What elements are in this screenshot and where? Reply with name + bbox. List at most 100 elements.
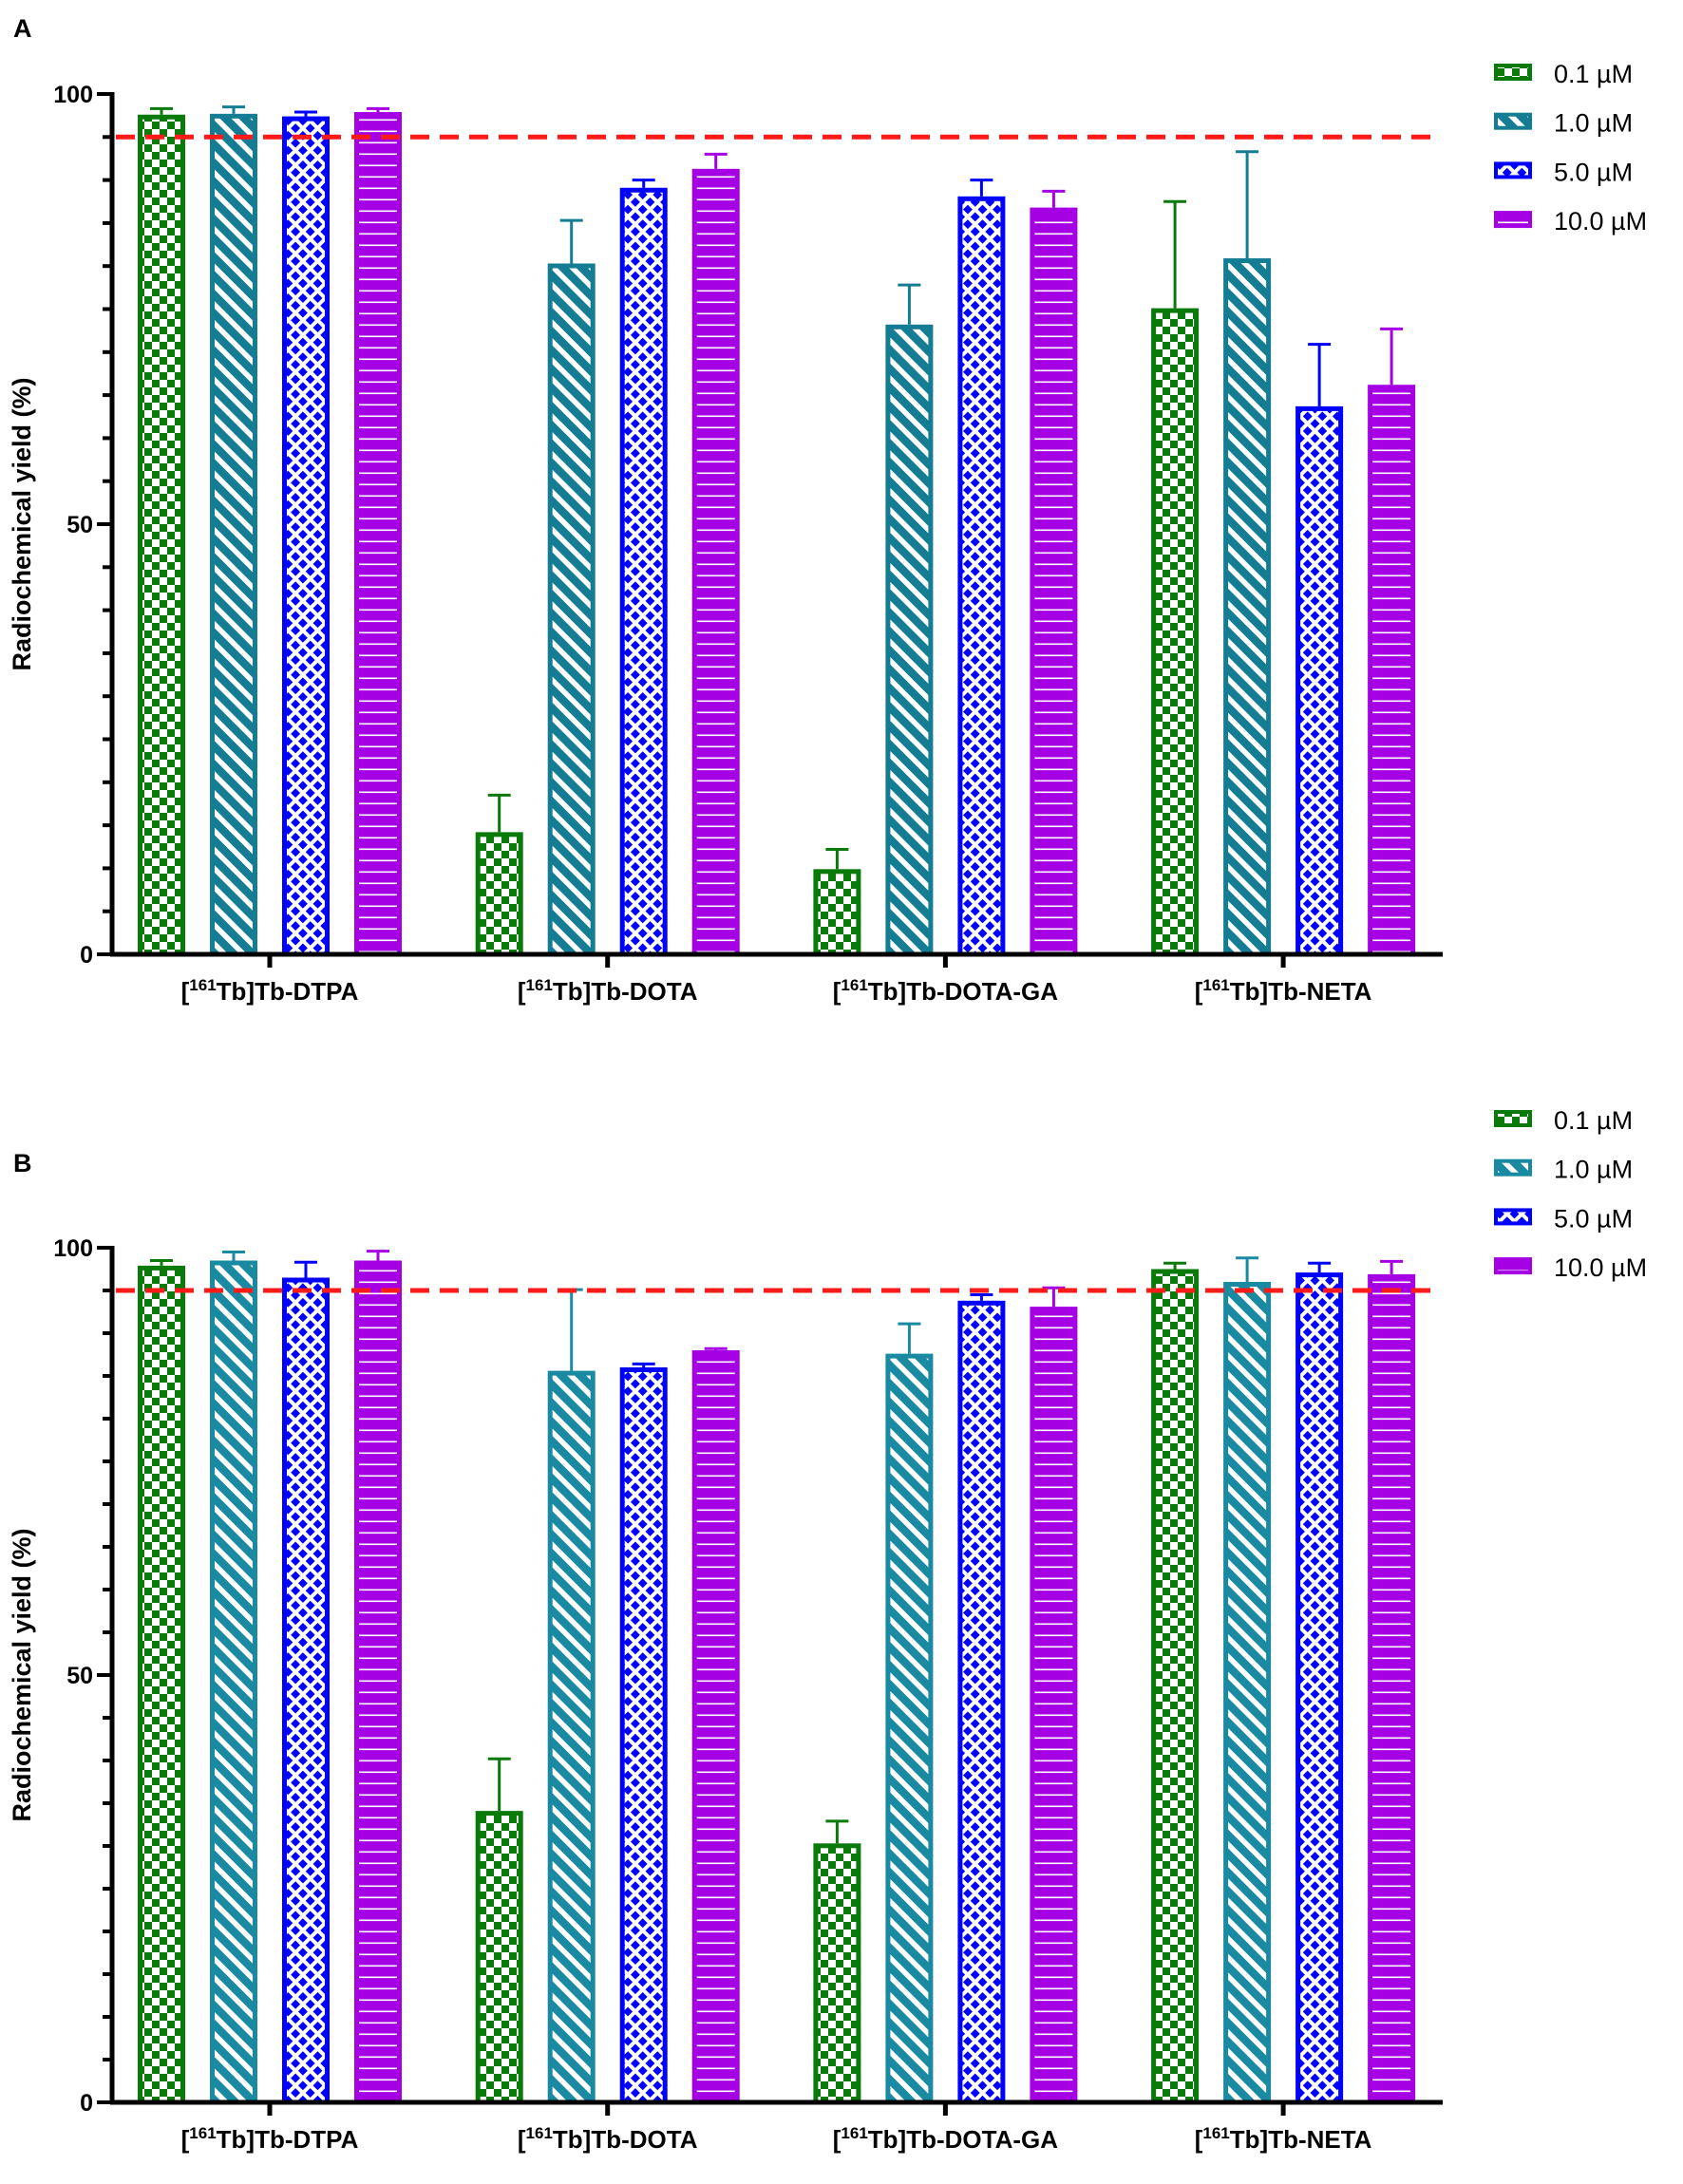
bar	[885, 1353, 934, 2105]
x-category-label: [161Tb]Tb-DOTA-GA	[833, 976, 1059, 1006]
bar	[138, 114, 185, 957]
bar	[354, 112, 402, 957]
bar	[885, 324, 934, 957]
legend-item: 0.1 µM	[1494, 1106, 1633, 1135]
bar	[282, 116, 330, 957]
panel-label: B	[13, 1149, 32, 1177]
bar	[138, 1265, 185, 2105]
category-name: Tb]Tb-NETA	[1230, 2125, 1372, 2154]
category-bracket: [	[833, 977, 842, 1006]
series-3	[282, 1260, 1344, 2105]
series-1	[138, 1259, 1200, 2105]
panel-label: A	[13, 14, 32, 43]
series-2	[210, 1251, 1272, 2105]
legend-swatch	[1494, 1158, 1532, 1177]
legend: 0.1 µM 1.0 µM 5.0 µM 10.0 µM	[1494, 60, 1647, 235]
y-tick-label: 0	[80, 942, 93, 969]
y-tick-label: 0	[80, 2090, 93, 2117]
category-isotope-superscript: 161	[841, 976, 867, 994]
legend-swatch	[1494, 1208, 1532, 1226]
y-tick-label: 50	[66, 1663, 93, 1689]
legend-item: 5.0 µM	[1494, 1204, 1633, 1233]
bar	[1030, 207, 1078, 957]
y-axis-label: Radiochemical yield (%)	[8, 1528, 36, 1821]
category-bracket: [	[518, 977, 526, 1006]
bar	[1368, 1273, 1416, 2105]
legend-label: 5.0 µM	[1554, 1204, 1633, 1233]
legend-swatch	[1494, 161, 1532, 179]
legend-label: 1.0 µM	[1554, 109, 1633, 138]
category-bracket: [	[1195, 2125, 1203, 2154]
series-3	[282, 110, 1344, 957]
x-category-label: [161Tb]Tb-NETA	[1195, 2124, 1372, 2154]
category-name: Tb]Tb-DTPA	[217, 977, 359, 1006]
category-name: Tb]Tb-DOTA-GA	[868, 977, 1058, 1006]
x-category-label: [161Tb]Tb-DOTA	[518, 976, 698, 1006]
bar	[282, 1277, 330, 2105]
legend-label: 1.0 µM	[1554, 1156, 1633, 1184]
legend-item: 1.0 µM	[1494, 1156, 1633, 1184]
legend-label: 0.1 µM	[1554, 1106, 1633, 1135]
bar	[1295, 1272, 1344, 2105]
category-name: Tb]Tb-DOTA	[553, 977, 698, 1006]
bar	[1030, 1307, 1078, 2105]
bar	[619, 187, 668, 957]
y-tick-label: 50	[66, 512, 93, 538]
x-category-label: [161Tb]Tb-DTPA	[181, 2124, 359, 2154]
legend-swatch	[1494, 211, 1532, 229]
bar	[1223, 1282, 1272, 2105]
legend-item: 1.0 µM	[1494, 109, 1633, 138]
legend-label: 0.1 µM	[1554, 60, 1633, 88]
bar	[1368, 385, 1416, 957]
category-bracket: [	[518, 2125, 526, 2154]
x-category-label: [161Tb]Tb-DOTA-GA	[833, 2124, 1059, 2154]
bar	[1295, 405, 1344, 957]
x-category-label: [161Tb]Tb-DTPA	[181, 976, 359, 1006]
legend-item: 10.0 µM	[1494, 1253, 1647, 1282]
category-bracket: [	[181, 2125, 190, 2154]
x-category-label: [161Tb]Tb-NETA	[1195, 976, 1372, 1006]
category-isotope-superscript: 161	[526, 976, 553, 994]
legend-label: 5.0 µM	[1554, 158, 1633, 186]
bar	[1151, 308, 1200, 957]
bar	[547, 263, 596, 957]
bar	[1223, 258, 1272, 957]
bar	[957, 196, 1006, 957]
y-tick-label: 100	[53, 1235, 93, 1262]
category-isotope-superscript: 161	[841, 2124, 867, 2142]
legend-item: 5.0 µM	[1494, 158, 1633, 186]
category-isotope-superscript: 161	[189, 976, 216, 994]
legend: 0.1 µM 1.0 µM 5.0 µM 10.0 µM	[1494, 1106, 1647, 1282]
bar	[210, 113, 257, 957]
bar	[691, 168, 740, 957]
legend-item: 10.0 µM	[1494, 207, 1647, 235]
y-axis-label: Radiochemical yield (%)	[8, 377, 36, 670]
bar	[475, 1811, 523, 2105]
category-bracket: [	[181, 977, 190, 1006]
bar	[210, 1260, 257, 2105]
bar	[813, 869, 861, 957]
bar	[957, 1300, 1006, 2105]
category-isotope-superscript: 161	[1202, 976, 1229, 994]
bar	[691, 1350, 740, 2105]
bar	[354, 1260, 402, 2105]
x-category-label: [161Tb]Tb-DOTA	[518, 2124, 698, 2154]
legend-swatch	[1494, 64, 1532, 81]
bar	[547, 1370, 596, 2105]
legend-swatch	[1494, 1110, 1532, 1127]
category-bracket: [	[1195, 977, 1203, 1006]
series-4	[354, 1250, 1416, 2105]
category-isotope-superscript: 161	[1202, 2124, 1229, 2142]
category-name: Tb]Tb-DOTA-GA	[868, 2125, 1058, 2154]
legend-swatch	[1494, 112, 1532, 130]
legend-label: 10.0 µM	[1554, 207, 1647, 235]
category-name: Tb]Tb-DOTA	[553, 2125, 698, 2154]
category-isotope-superscript: 161	[526, 2124, 553, 2142]
bar	[619, 1367, 668, 2105]
category-name: Tb]Tb-DTPA	[217, 2125, 359, 2154]
bar	[1151, 1269, 1200, 2105]
legend-item: 0.1 µM	[1494, 60, 1633, 88]
